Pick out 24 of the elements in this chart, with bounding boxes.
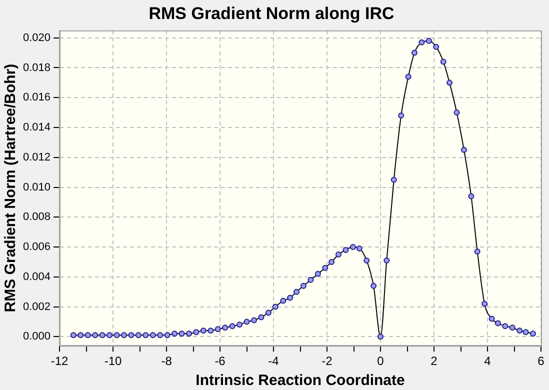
y-tick-label: 0.008 [22, 211, 51, 224]
y-tick-label: 0.002 [22, 300, 51, 313]
x-tick-label: 2 [430, 354, 438, 368]
y-tick-label: 0.016 [22, 92, 51, 104]
x-tick-label: -10 [104, 354, 122, 368]
x-tick-label: 0 [377, 354, 384, 368]
x-tick-label: -8 [161, 354, 172, 368]
x-tick-label: -2 [322, 354, 333, 368]
y-tick-label: 0.004 [22, 270, 51, 283]
x-axis-title: Intrinsic Reaction Coordinate [196, 372, 405, 390]
y-tick-label: 0.006 [22, 241, 51, 254]
x-tick-label: -6 [214, 354, 226, 368]
y-axis-title: RMS Gradient Norm (Hartree/Bohr) [2, 64, 20, 312]
y-tick-label: 0.012 [22, 151, 51, 164]
x-tick-label: 6 [538, 354, 545, 368]
x-tick-label: 4 [484, 354, 492, 368]
chart-title: RMS Gradient Norm along IRC [148, 4, 394, 23]
y-tick-label: 0.018 [22, 62, 51, 74]
x-tick-label: -4 [268, 354, 280, 368]
y-tick-label: 0.010 [22, 181, 51, 194]
y-tick-label: 0.000 [22, 330, 51, 343]
y-tick-label: 0.014 [22, 122, 51, 134]
x-tick-label: -12 [50, 354, 69, 368]
y-tick-label: 0.020 [22, 32, 51, 44]
